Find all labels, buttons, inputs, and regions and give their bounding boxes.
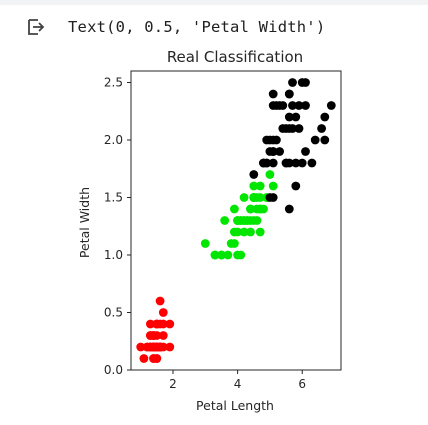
y-tick-label: 2.5 [104,76,123,90]
y-axis: 0.0 0.5 1.0 1.5 2.0 2.5 [104,76,131,377]
scatter-point [326,101,336,110]
scatter-point [149,331,159,340]
scatter-point [252,216,262,225]
scatter-point [284,112,294,122]
scatter-point [262,135,272,145]
scatter-point [291,181,301,191]
points-layer [136,78,336,363]
scatter-point [252,204,262,214]
scatter-point [259,204,268,214]
scatter-point [268,89,278,99]
scatter-point [320,112,330,122]
scatter-point [226,239,236,248]
y-tick-label: 0.5 [104,306,123,320]
plot-frame [130,70,342,371]
scatter-point [281,158,291,168]
scatter-point [291,112,301,122]
x-tick-label: 2 [169,377,177,391]
scatter-point [275,147,284,156]
scatter-point [317,124,326,133]
scatter-point [255,181,265,191]
scatter-point [272,101,281,110]
scatter-point [288,101,297,110]
scatter-point [236,216,246,225]
scatter-point [284,89,294,99]
scatter-point [268,181,278,191]
scatter-chart: Real Classification 2 4 6 0.0 0.5 1.0 1.5 2.0 2… [77,48,342,413]
scatter-point [165,342,175,352]
scatter-point [246,227,255,237]
scatter-point [307,158,317,168]
scatter-point [301,147,310,156]
scatter-point [284,204,294,214]
scatter-point [149,354,159,363]
scatter-point [217,250,226,260]
scatter-point [259,158,268,168]
scatter-point [242,216,252,225]
y-tick-label: 1.0 [104,248,123,262]
scatter-point [139,354,149,363]
scatter-point [200,239,210,248]
scatter-point [230,204,239,214]
scatter-point [158,331,168,340]
output-text: Text(0, 0.5, 'Petal Width') [68,18,326,36]
scatter-point [301,101,310,110]
y-tick-label: 2.0 [104,133,123,147]
scatter-point [152,319,162,329]
scatter-point [155,296,165,306]
y-tick-label: 0.0 [104,363,123,377]
scatter-point [220,216,230,225]
scatter-point [265,170,275,179]
cell-output-row: Text(0, 0.5, 'Petal Width') [26,15,325,39]
x-tick-label: 6 [298,377,306,391]
scatter-point [249,193,259,202]
scatter-point [310,135,320,145]
scatter-point [149,342,159,352]
scatter-point [278,124,288,133]
scatter-point [239,193,249,202]
x-axis: 2 4 6 [169,370,306,391]
scatter-point [146,319,155,329]
output-arrow-icon[interactable] [26,17,46,37]
scatter-point [255,227,265,237]
scatter-point [288,78,297,87]
scatter-point [272,135,281,145]
scatter-point [255,193,265,202]
scatter-point [294,124,304,133]
scatter-point [210,250,220,260]
scatter-point [236,250,246,260]
scatter-point [268,193,278,202]
scatter-point [320,135,330,145]
scatter-point [233,227,243,237]
scatter-point [136,342,146,352]
scatter-point [291,158,301,168]
scatter-point [246,204,255,214]
scatter-point [284,124,294,133]
scatter-point [249,170,259,179]
scatter-point [301,78,310,87]
y-tick-label: 1.5 [104,191,123,205]
scatter-point [297,158,307,168]
x-tick-label: 4 [234,377,242,391]
scatter-point [249,181,259,191]
scatter-point [265,147,275,156]
scatter-point [239,227,249,237]
scatter-point [158,308,168,317]
scatter-point [165,319,175,329]
scatter-point [223,250,233,260]
scatter-point [294,101,304,110]
scatter-point [268,158,278,168]
cell-top-border [0,0,428,5]
y-axis-label: Petal Width [77,187,92,258]
x-axis-label: Petal Length [196,398,274,413]
chart-title: Real Classification [167,48,303,66]
scatter-point [278,101,288,110]
